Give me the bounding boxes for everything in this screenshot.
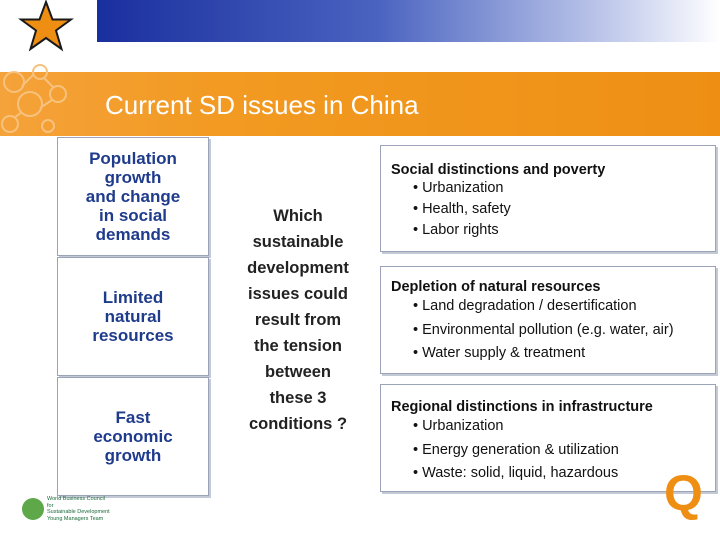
issue-item: Health, safety bbox=[413, 199, 715, 220]
logo-mark-icon bbox=[22, 498, 44, 520]
condition-label: Population growth and change in social d… bbox=[85, 149, 181, 244]
star-icon bbox=[18, 0, 74, 52]
condition-box-population: Population growth and change in social d… bbox=[57, 137, 209, 256]
issue-heading: Social distinctions and poverty bbox=[391, 162, 606, 178]
issue-item: Energy generation & utilization bbox=[413, 439, 715, 463]
issue-item: Water supply & treatment bbox=[413, 342, 715, 366]
page-title: Current SD issues in China bbox=[105, 90, 419, 120]
issue-heading: Depletion of natural resources bbox=[391, 279, 601, 295]
organization-logo: World Business Council for Sustainable D… bbox=[22, 496, 112, 524]
issue-item: Urbanization bbox=[413, 415, 715, 439]
issue-box-resources: Depletion of natural resources Land degr… bbox=[380, 266, 716, 374]
condition-label: Limited natural resources bbox=[92, 288, 174, 345]
issue-item: Labor rights bbox=[413, 220, 715, 241]
issue-heading: Regional distinctions in infrastructure bbox=[391, 399, 653, 415]
condition-box-resources: Limited natural resources bbox=[57, 257, 209, 376]
issue-box-infrastructure: Regional distinctions in infrastructure … bbox=[380, 384, 716, 492]
issue-box-social: Social distinctions and poverty Urbaniza… bbox=[380, 145, 716, 252]
title-bar bbox=[0, 72, 720, 136]
header-gradient-bar bbox=[97, 0, 720, 42]
circles-decoration bbox=[1, 64, 67, 133]
issue-item: Environmental pollution (e.g. water, air… bbox=[413, 319, 715, 343]
center-question: Which sustainable development issues cou… bbox=[247, 207, 349, 433]
issue-item: Land degradation / desertification bbox=[413, 295, 715, 319]
logo-text: World Business Council for Sustainable D… bbox=[47, 496, 110, 522]
q-icon: Q bbox=[664, 465, 703, 521]
condition-box-growth: Fast economic growth bbox=[57, 377, 209, 496]
issue-item: Waste: solid, liquid, hazardous bbox=[413, 462, 715, 486]
condition-label: Fast economic growth bbox=[93, 408, 173, 465]
issue-item: Urbanization bbox=[413, 178, 715, 199]
